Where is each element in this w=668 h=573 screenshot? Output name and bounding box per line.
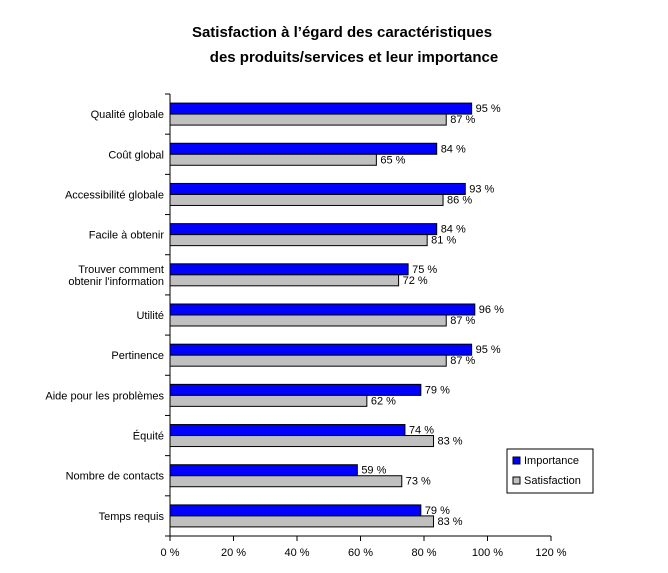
bar-importance bbox=[169, 223, 438, 236]
data-label: 87 % bbox=[450, 315, 475, 327]
data-label: 84 % bbox=[441, 224, 466, 236]
data-label: 79 % bbox=[425, 505, 450, 517]
data-label: 72 % bbox=[403, 275, 428, 287]
legend-swatch-satisfaction bbox=[512, 476, 521, 485]
category-label: Qualité globale bbox=[91, 109, 164, 121]
category-label-line: Coût global bbox=[108, 149, 164, 161]
bar-importance bbox=[169, 424, 406, 437]
x-tick-label: 120 % bbox=[535, 547, 566, 559]
legend-box bbox=[506, 448, 594, 494]
bar-satisfaction bbox=[169, 314, 447, 327]
category-label-line: Accessibilité globale bbox=[65, 189, 164, 201]
data-label: 73 % bbox=[406, 476, 431, 488]
data-label: 83 % bbox=[438, 516, 463, 528]
legend: Importance Satisfaction bbox=[506, 448, 594, 494]
data-label: 59 % bbox=[361, 465, 386, 477]
category-label-line: Aide pour les problèmes bbox=[45, 390, 164, 402]
category-label: Trouver comment obtenir l'information bbox=[68, 264, 164, 288]
category-label: Facile à obtenir bbox=[89, 230, 165, 242]
data-label: 93 % bbox=[469, 183, 494, 195]
data-label: 84 % bbox=[441, 143, 466, 155]
bar-satisfaction bbox=[169, 394, 368, 407]
category-label: Pertinence bbox=[111, 350, 164, 362]
category-label-line: Qualité globale bbox=[91, 109, 164, 121]
bar-importance bbox=[169, 343, 473, 356]
data-label: 87 % bbox=[450, 114, 475, 126]
data-label: 65 % bbox=[380, 154, 405, 166]
x-tick-label: 0 % bbox=[161, 547, 180, 559]
x-tick-label: 100 % bbox=[472, 547, 503, 559]
legend-label: Importance bbox=[524, 455, 579, 467]
category-label-line: Nombre de contacts bbox=[66, 471, 165, 483]
data-label: 95 % bbox=[476, 344, 501, 356]
category-label-line: Trouver comment bbox=[78, 264, 164, 276]
x-tick-label: 40 % bbox=[284, 547, 309, 559]
data-label: 75 % bbox=[412, 264, 437, 276]
category-label: Coût global bbox=[108, 149, 164, 161]
category-label-line: Pertinence bbox=[111, 350, 164, 362]
bar-satisfaction bbox=[169, 515, 435, 528]
bar-importance bbox=[169, 142, 438, 155]
bar-satisfaction bbox=[169, 113, 447, 126]
x-tick-label: 80 % bbox=[411, 547, 436, 559]
category-label: Utilité bbox=[136, 310, 164, 322]
chart-title-line-2: des produits/services et leur importance bbox=[210, 49, 498, 66]
x-tick-label: 20 % bbox=[221, 547, 246, 559]
bar-importance bbox=[169, 464, 358, 477]
bar-satisfaction bbox=[169, 234, 428, 247]
bar-importance bbox=[169, 383, 422, 396]
bar-satisfaction bbox=[169, 354, 447, 367]
bar-importance bbox=[169, 303, 476, 316]
data-label: 96 % bbox=[479, 304, 504, 316]
legend-label: Satisfaction bbox=[524, 475, 581, 487]
legend-swatch-importance bbox=[512, 456, 521, 465]
category-label-line: obtenir l'information bbox=[68, 276, 164, 288]
category-label: Aide pour les problèmes bbox=[45, 390, 164, 402]
category-label: Accessibilité globale bbox=[65, 189, 164, 201]
category-label-line: Utilité bbox=[136, 310, 164, 322]
data-label: 87 % bbox=[450, 355, 475, 367]
category-label-line: Équité bbox=[133, 430, 164, 443]
bar-satisfaction bbox=[169, 475, 403, 488]
bar-importance bbox=[169, 102, 473, 115]
chart-title-line-1: Satisfaction à l’égard des caractéristiq… bbox=[192, 24, 492, 41]
data-label: 83 % bbox=[438, 436, 463, 448]
bar-satisfaction bbox=[169, 153, 377, 166]
bar-importance bbox=[169, 263, 409, 276]
bar-importance bbox=[169, 182, 466, 195]
data-label: 86 % bbox=[447, 194, 472, 206]
plot-area: 0 % 20 % 40 % 60 % 80 % 100 % 120 %95 %87 %Qua… bbox=[45, 93, 567, 559]
category-label-line: Temps requis bbox=[99, 511, 165, 523]
bar-satisfaction bbox=[169, 435, 435, 448]
category-label: Équité bbox=[133, 430, 164, 443]
bar-satisfaction bbox=[169, 274, 400, 287]
category-label: Nombre de contacts bbox=[66, 471, 165, 483]
data-label: 95 % bbox=[476, 103, 501, 115]
bar-satisfaction bbox=[169, 193, 444, 206]
bar-importance bbox=[169, 504, 422, 517]
x-tick-label: 60 % bbox=[348, 547, 373, 559]
category-label-line: Facile à obtenir bbox=[89, 230, 165, 242]
data-label: 62 % bbox=[371, 395, 396, 407]
data-label: 79 % bbox=[425, 384, 450, 396]
category-label: Temps requis bbox=[99, 511, 165, 523]
data-label: 81 % bbox=[431, 235, 456, 247]
data-label: 74 % bbox=[409, 425, 434, 437]
